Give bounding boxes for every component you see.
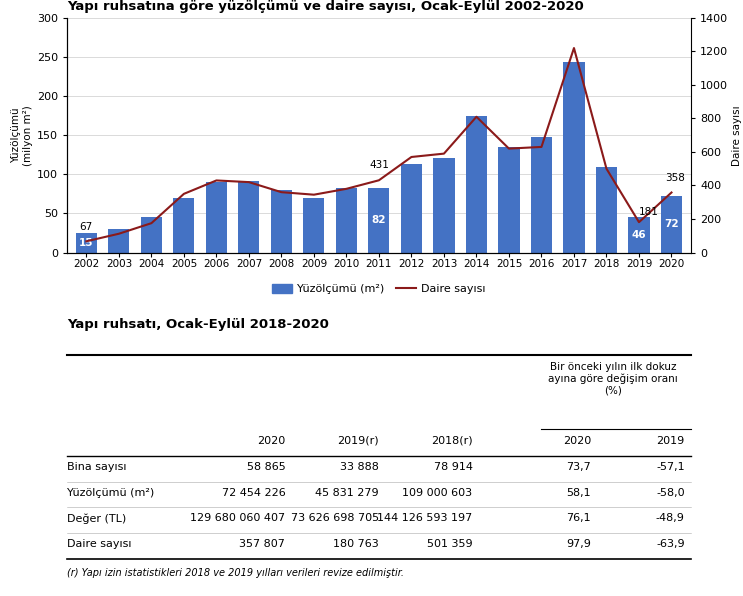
Text: 357 807: 357 807 bbox=[239, 539, 285, 549]
Text: 144 126 593 197: 144 126 593 197 bbox=[377, 513, 473, 523]
Bar bbox=[369, 188, 389, 253]
Bar bbox=[563, 63, 585, 253]
Text: 358: 358 bbox=[665, 173, 684, 184]
Text: 181: 181 bbox=[639, 207, 658, 217]
Text: Daire sayısı: Daire sayısı bbox=[67, 539, 132, 549]
Bar bbox=[499, 147, 519, 253]
Text: 82: 82 bbox=[372, 215, 386, 225]
Bar bbox=[108, 229, 129, 253]
Text: Bir önceki yılın ilk dokuz
ayına göre değişim oranı
(%): Bir önceki yılın ilk dokuz ayına göre de… bbox=[548, 362, 678, 396]
Bar bbox=[141, 218, 162, 253]
Text: Bina sayısı: Bina sayısı bbox=[67, 462, 126, 472]
Text: 73 626 698 705: 73 626 698 705 bbox=[291, 513, 379, 523]
Bar bbox=[531, 136, 552, 253]
Text: 109 000 603: 109 000 603 bbox=[403, 488, 473, 498]
Text: 180 763: 180 763 bbox=[333, 539, 379, 549]
Text: -63,9: -63,9 bbox=[656, 539, 685, 549]
Bar bbox=[433, 158, 455, 253]
Bar bbox=[271, 190, 292, 253]
Text: 67: 67 bbox=[80, 222, 93, 232]
Bar bbox=[173, 198, 195, 253]
Text: Yüzölçümü (m²): Yüzölçümü (m²) bbox=[67, 488, 154, 498]
Text: -58,0: -58,0 bbox=[656, 488, 685, 498]
Text: Yapı ruhsatı, Ocak-Eylül 2018-2020: Yapı ruhsatı, Ocak-Eylül 2018-2020 bbox=[67, 318, 328, 331]
Text: 97,9: 97,9 bbox=[566, 539, 591, 549]
Bar bbox=[401, 164, 422, 253]
Bar bbox=[629, 216, 649, 253]
Text: Değer (TL): Değer (TL) bbox=[67, 513, 126, 524]
Text: 2018(r): 2018(r) bbox=[431, 436, 473, 446]
Bar bbox=[596, 167, 617, 253]
Text: 72 454 226: 72 454 226 bbox=[221, 488, 285, 498]
Text: 78 914: 78 914 bbox=[434, 462, 473, 472]
Bar bbox=[76, 233, 97, 253]
Text: 129 680 060 407: 129 680 060 407 bbox=[190, 513, 285, 523]
Text: 45 831 279: 45 831 279 bbox=[315, 488, 379, 498]
Text: 2020: 2020 bbox=[563, 436, 591, 446]
Bar bbox=[661, 196, 682, 253]
Bar bbox=[336, 188, 357, 253]
Text: -57,1: -57,1 bbox=[656, 462, 685, 472]
Text: 15: 15 bbox=[79, 238, 94, 248]
Text: 73,7: 73,7 bbox=[566, 462, 591, 472]
Bar bbox=[303, 198, 325, 253]
Bar bbox=[239, 181, 259, 253]
Text: 2020: 2020 bbox=[257, 436, 285, 446]
Text: 2019(r): 2019(r) bbox=[337, 436, 379, 446]
Text: -48,9: -48,9 bbox=[656, 513, 685, 523]
Bar bbox=[206, 182, 227, 253]
Y-axis label: Daire sayısı
(bin adet): Daire sayısı (bin adet) bbox=[733, 105, 743, 166]
Bar bbox=[466, 116, 487, 253]
Text: 76,1: 76,1 bbox=[566, 513, 591, 523]
Legend: Yüzölçümü (m²), Daire sayısı: Yüzölçümü (m²), Daire sayısı bbox=[267, 280, 490, 299]
Text: 501 359: 501 359 bbox=[427, 539, 473, 549]
Text: 72: 72 bbox=[664, 219, 679, 229]
Text: 46: 46 bbox=[632, 229, 646, 240]
Y-axis label: Yüzölçümü
(milyon m²): Yüzölçümü (milyon m²) bbox=[11, 105, 33, 166]
Text: 33 888: 33 888 bbox=[340, 462, 379, 472]
Text: 58 865: 58 865 bbox=[247, 462, 285, 472]
Text: 58,1: 58,1 bbox=[566, 488, 591, 498]
Text: 2019: 2019 bbox=[657, 436, 685, 446]
Text: 431: 431 bbox=[369, 160, 389, 170]
Text: (r) Yapı izin istatistikleri 2018 ve 2019 yılları verileri revize edilmiştir.: (r) Yapı izin istatistikleri 2018 ve 201… bbox=[67, 568, 404, 578]
Text: Yapı ruhsatına göre yüzölçümü ve daire sayısı, Ocak-Eylül 2002-2020: Yapı ruhsatına göre yüzölçümü ve daire s… bbox=[67, 0, 583, 13]
